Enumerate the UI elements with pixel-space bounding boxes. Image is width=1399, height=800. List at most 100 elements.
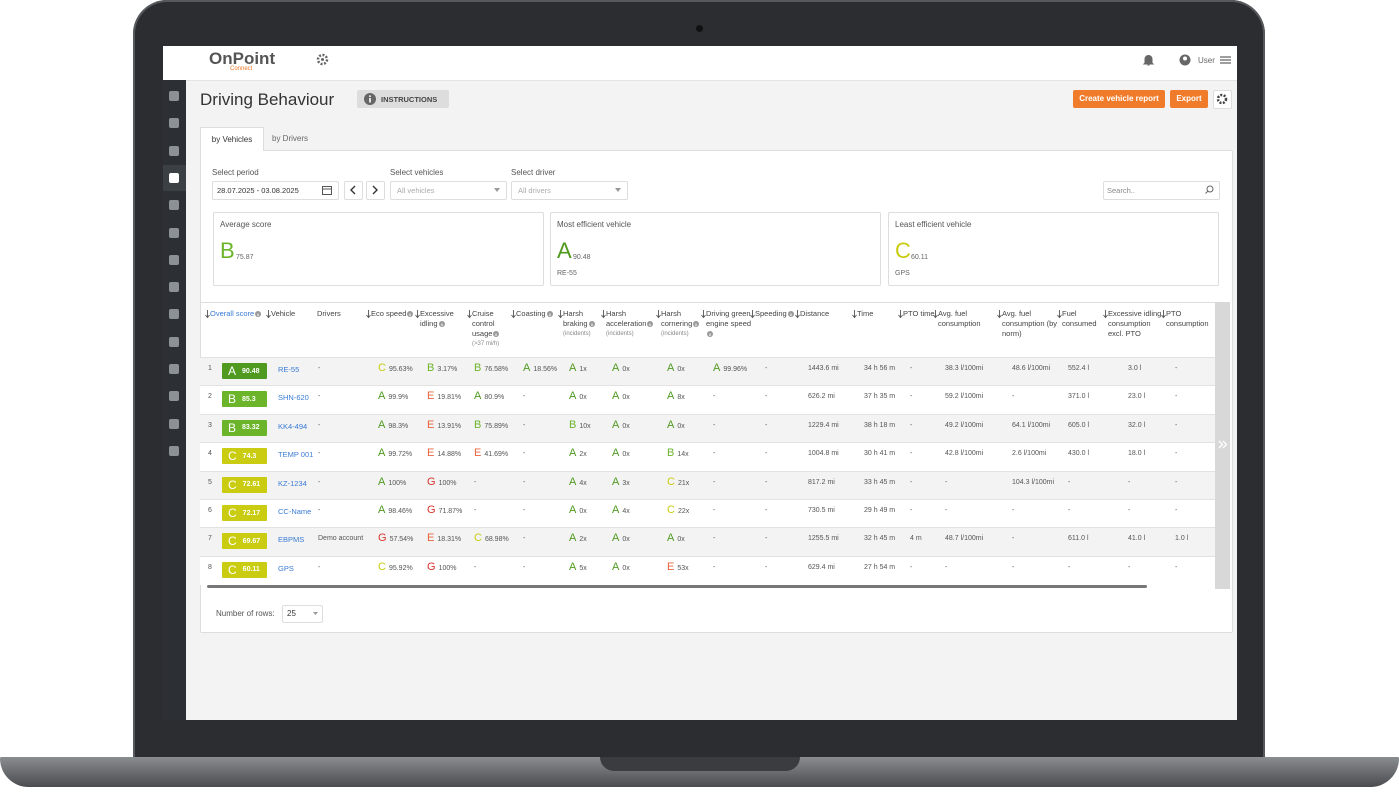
vehicle-link[interactable]: GPS <box>278 563 294 573</box>
column-header[interactable]: Distance <box>795 309 856 319</box>
table-row[interactable] <box>200 499 1215 528</box>
column-header[interactable]: Harsh braking (incidents) <box>558 309 605 339</box>
column-header[interactable]: Avg. fuel consumption (by norm) <box>997 309 1060 339</box>
cell-text: - <box>318 450 321 458</box>
create-report-button[interactable]: Create vehicle report <box>1073 90 1165 108</box>
table-row[interactable] <box>200 357 1215 386</box>
column-header[interactable]: Vehicle <box>266 309 315 319</box>
sidebar-icon[interactable] <box>169 200 179 211</box>
dropdown-caret <box>615 188 621 192</box>
table-row[interactable] <box>200 470 1215 500</box>
sidebar-icon[interactable] <box>169 254 179 265</box>
grade-cell: A 8x <box>667 390 685 402</box>
sidebar-icon[interactable] <box>169 118 179 129</box>
vehicle-link[interactable]: EBPMS <box>278 535 305 545</box>
cell-grade: G <box>427 475 436 488</box>
column-header[interactable]: Driving green engine speed <box>701 309 754 339</box>
search-input[interactable] <box>1103 181 1220 200</box>
cell-text: - <box>910 450 913 458</box>
sidebar-icon[interactable] <box>169 145 179 156</box>
sidebar-icon[interactable] <box>169 309 179 320</box>
cell-text: 629.4 mi <box>808 563 835 571</box>
user-name[interactable]: User <box>1198 56 1215 65</box>
table-row[interactable] <box>200 555 1215 585</box>
cell-text: - <box>318 421 321 429</box>
table-row[interactable] <box>200 442 1215 472</box>
vehicle-link[interactable]: KZ-1234 <box>278 478 307 488</box>
cell-value: 5x <box>579 564 587 572</box>
column-header[interactable]: Excessive idling consumption excl. PTO <box>1103 309 1164 339</box>
column-header[interactable]: Harsh cornering (incidents) <box>656 309 705 339</box>
rows-select[interactable] <box>282 605 323 623</box>
h-scrollbar[interactable] <box>207 585 1147 588</box>
sidebar-icon[interactable] <box>169 172 179 183</box>
vehicle-link[interactable]: TEMP 001 <box>278 450 314 460</box>
sort-arrow <box>750 310 755 319</box>
period-input[interactable] <box>212 181 339 200</box>
table-row[interactable] <box>200 413 1215 443</box>
sidebar-icon[interactable] <box>169 445 179 456</box>
column-header[interactable]: PTO consumption <box>1161 309 1215 329</box>
sidebar-icon[interactable] <box>169 227 179 238</box>
sidebar-icon[interactable] <box>169 336 179 347</box>
sidebar-icon[interactable] <box>169 91 179 101</box>
menu-icon[interactable] <box>1220 56 1231 64</box>
driver-select[interactable] <box>511 181 628 200</box>
table-row[interactable] <box>200 385 1215 415</box>
scroll-panel[interactable] <box>1215 302 1230 589</box>
info-icon <box>255 311 262 318</box>
column-header[interactable]: Overall score <box>205 309 268 319</box>
cell-value: 95.63% <box>388 366 413 373</box>
badge-score: 74.3 <box>242 452 257 460</box>
user-icon[interactable] <box>1179 54 1191 66</box>
cell-text: - <box>1128 563 1131 571</box>
gear-icon <box>1216 93 1228 105</box>
score-badge: C 72.61 <box>222 476 267 493</box>
column-header[interactable]: Coasting <box>511 309 562 319</box>
cell-text: 371.0 l <box>1068 393 1090 401</box>
grade-cell: A 99.72% <box>378 447 412 459</box>
cell-value: 0x <box>579 508 587 515</box>
column-header[interactable]: Time <box>852 309 901 319</box>
vehicle-link[interactable]: RE-55 <box>278 365 300 374</box>
instructions-label[interactable]: INSTRUCTIONS <box>381 95 438 104</box>
column-header[interactable]: Speeding <box>750 309 799 319</box>
column-header[interactable]: Eco speed <box>366 309 419 319</box>
vehicle-link[interactable]: CC-Name <box>278 507 312 516</box>
cell-value: 10x <box>579 422 591 430</box>
column-header[interactable]: Excessive idling <box>415 309 470 329</box>
sidebar-icon[interactable] <box>169 364 179 374</box>
column-header[interactable]: Fuel consumed <box>1057 309 1108 329</box>
table-row[interactable] <box>200 527 1215 557</box>
vehicle-link[interactable]: SHN-620 <box>278 393 309 403</box>
settings-button[interactable] <box>1213 90 1232 109</box>
tab[interactable]: by Drivers <box>272 134 309 143</box>
column-header[interactable]: Harsh acceleration (incidents) <box>601 309 660 339</box>
cell-text: - <box>765 478 768 486</box>
grade-cell: A 80.9% <box>474 390 504 402</box>
score-badge: B 85.3 <box>222 391 267 408</box>
sidebar-icon[interactable] <box>169 391 179 402</box>
chevron-right <box>372 185 378 195</box>
vehicles-select[interactable] <box>390 181 507 200</box>
instructions-button[interactable] <box>357 90 449 108</box>
sidebar-icon[interactable] <box>169 282 179 293</box>
cell-text: 4 m <box>910 535 922 543</box>
cell-value: 18.31% <box>437 536 462 544</box>
sidebar-icon[interactable] <box>169 418 179 429</box>
cell-text: - <box>713 563 716 571</box>
column-header[interactable]: Cruise control usage (>37 mi/h) <box>467 309 516 349</box>
column-header[interactable]: PTO time <box>898 309 937 319</box>
sort-arrow <box>366 310 371 319</box>
bell-icon[interactable] <box>1143 54 1154 66</box>
tab-active[interactable]: by Vehicles <box>200 127 264 151</box>
info-icon <box>493 331 500 338</box>
vehicle-link[interactable]: KK4-494 <box>278 421 308 431</box>
export-button[interactable]: Export <box>1170 90 1208 108</box>
column-header[interactable]: Avg. fuel consumption <box>933 309 1000 329</box>
cell-text: - <box>765 450 768 458</box>
settings-icon[interactable] <box>316 53 329 66</box>
next-button[interactable] <box>366 181 385 200</box>
prev-button[interactable] <box>344 181 363 200</box>
cell-text: - <box>318 563 321 571</box>
